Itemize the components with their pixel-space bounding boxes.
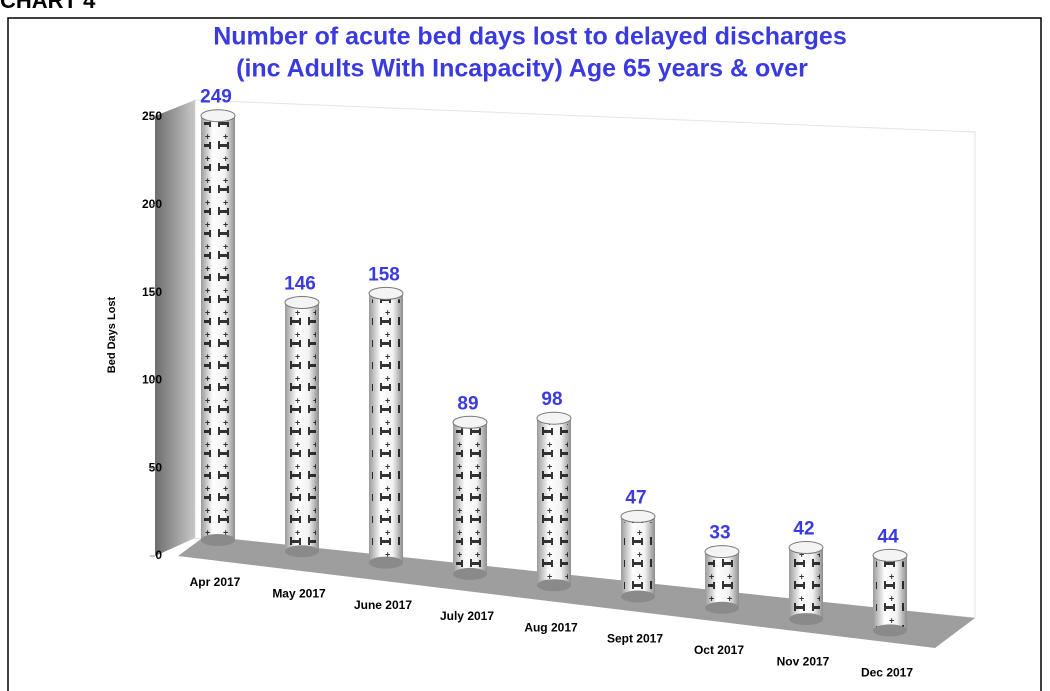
bar [368, 286, 404, 569]
bar-pattern [876, 561, 904, 631]
bar-pattern [540, 424, 568, 586]
x-tick-label: May 2017 [272, 586, 326, 600]
y-tick-label: 0 [155, 548, 162, 562]
chart-title: Number of acute bed days lost to delayed… [213, 23, 847, 51]
x-tick-label: June 2017 [354, 598, 412, 612]
bar-pattern [708, 557, 736, 608]
bar-bottom [369, 556, 403, 569]
bar-bottom [873, 624, 907, 637]
bar [704, 545, 740, 614]
value-label: 158 [368, 264, 400, 285]
y-tick-label: 50 [149, 460, 163, 474]
bar [452, 415, 488, 580]
bar-top [872, 548, 908, 562]
value-label: 33 [709, 523, 730, 544]
bar [536, 411, 572, 592]
bar-top [368, 286, 404, 300]
bar-pattern [456, 428, 484, 574]
value-label: 47 [625, 487, 646, 508]
bar-pattern [372, 299, 400, 563]
x-tick-label: Aug 2017 [524, 620, 578, 634]
bar-top [536, 411, 572, 425]
y-axis-title: Bed Days Lost [106, 296, 118, 373]
y-tick-label: 100 [142, 373, 162, 387]
bar-pattern [792, 553, 820, 620]
value-label: 98 [541, 389, 562, 410]
bar-bottom [705, 601, 739, 614]
bar-bottom [537, 579, 571, 592]
bar-pattern [204, 121, 232, 540]
x-tick-label: Nov 2017 [777, 654, 830, 668]
value-label: 146 [284, 274, 316, 295]
x-tick-label: Dec 2017 [861, 666, 913, 680]
bar-bottom [285, 545, 319, 558]
bar-pattern [288, 308, 316, 552]
bar-bottom [621, 590, 655, 603]
bar-top [452, 415, 488, 429]
x-tick-label: Apr 2017 [190, 575, 241, 589]
value-label: 42 [793, 519, 814, 540]
x-tick-label: Sept 2017 [607, 632, 663, 646]
bar-top [200, 109, 236, 123]
bar-top [788, 541, 824, 555]
bar-pattern [624, 522, 652, 597]
side-wall [155, 100, 195, 556]
bar-bottom [453, 567, 487, 580]
header: CHART 4 [0, 0, 96, 13]
bar-bottom [789, 613, 823, 626]
bar [284, 296, 320, 558]
y-tick-label: 250 [142, 109, 162, 123]
bar [872, 548, 908, 637]
bar-top [284, 296, 320, 310]
x-tick-label: July 2017 [440, 609, 494, 623]
x-tick-label: Oct 2017 [694, 643, 744, 657]
value-label: 89 [457, 393, 478, 414]
bar-top [704, 545, 740, 559]
bar-bottom [201, 534, 235, 546]
value-label: 249 [200, 87, 232, 108]
bar [620, 509, 656, 603]
frame [7, 17, 1042, 691]
y-tick-label: 150 [142, 285, 162, 299]
value-label: 44 [877, 526, 899, 547]
y-tick-label: 200 [142, 197, 162, 211]
bar-top [620, 509, 656, 523]
bar [788, 541, 824, 626]
bar [200, 109, 236, 546]
chart-title: (inc Adults With Incapacity) Age 65 year… [236, 55, 808, 83]
